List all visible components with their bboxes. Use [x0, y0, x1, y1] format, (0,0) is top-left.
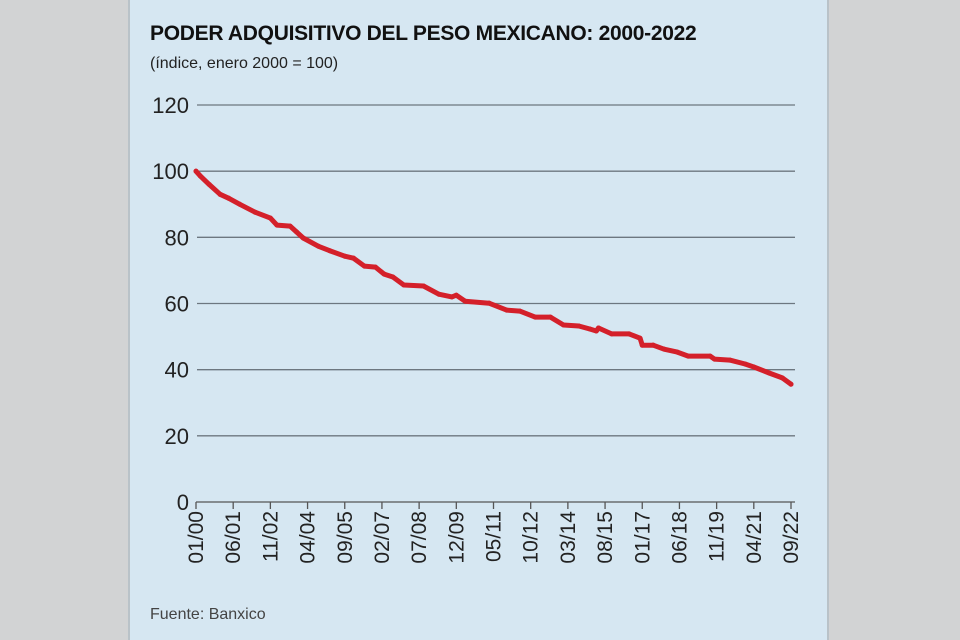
data-point: [685, 353, 691, 359]
data-point: [751, 364, 757, 370]
y-tick-label: 40: [165, 358, 189, 383]
x-tick-label: 08/15: [594, 511, 617, 564]
x-tick-label: 07/08: [408, 511, 431, 564]
data-point: [504, 307, 510, 313]
data-point: [206, 181, 212, 187]
data-point: [274, 222, 280, 228]
data-point: [609, 331, 615, 337]
data-point: [596, 325, 601, 331]
data-point: [267, 215, 273, 221]
data-point: [742, 361, 748, 367]
data-point: [453, 292, 459, 298]
data-point: [779, 375, 785, 381]
data-point: [650, 342, 656, 348]
data-point: [707, 353, 713, 359]
data-point: [711, 356, 717, 362]
data-point: [294, 229, 300, 235]
data-point: [462, 298, 468, 304]
data-point: [449, 294, 455, 300]
x-tick-label: 05/11: [483, 511, 506, 562]
data-point: [197, 173, 203, 179]
x-tick-label: 03/14: [557, 511, 580, 564]
y-tick-label: 60: [165, 292, 189, 317]
data-point: [300, 235, 306, 241]
data-point: [326, 248, 332, 254]
x-tick-label: 10/12: [520, 511, 543, 564]
data-point: [252, 209, 258, 215]
chart-subtitle: (índice, enero 2000 = 100): [150, 55, 339, 72]
data-point: [532, 314, 538, 320]
data-point: [342, 253, 348, 259]
data-point: [217, 191, 223, 197]
data-point: [381, 271, 387, 277]
data-point: [193, 168, 199, 174]
data-point: [351, 255, 356, 261]
x-tick-label: 06/01: [222, 511, 245, 564]
data-point: [421, 283, 426, 289]
data-point: [626, 331, 632, 337]
y-tick-label: 0: [177, 490, 189, 515]
series-line: [193, 168, 794, 387]
x-tick-label: 02/07: [371, 511, 394, 564]
data-point: [237, 201, 243, 207]
data-point: [576, 323, 582, 329]
x-tick-label: 04/21: [743, 511, 766, 564]
data-point: [401, 282, 407, 288]
data-point: [587, 326, 593, 332]
data-point: [788, 381, 794, 387]
chart-title: PODER ADQUISITIVO DEL PESO MEXICANO: 200…: [150, 22, 697, 45]
data-point: [226, 195, 232, 201]
x-tick-label: 01/00: [185, 511, 208, 564]
data-point: [372, 264, 378, 270]
data-point: [637, 335, 643, 341]
data-point: [390, 274, 396, 280]
data-point: [486, 300, 492, 306]
data-point: [361, 263, 367, 269]
x-tick-label: 09/22: [780, 511, 803, 564]
data-point: [517, 308, 523, 314]
y-tick-label: 100: [152, 159, 189, 184]
data-point: [287, 223, 293, 229]
data-point: [436, 291, 442, 297]
data-point: [766, 370, 772, 376]
x-tick-label: 04/04: [297, 511, 320, 564]
chart-source: Fuente: Banxico: [150, 606, 266, 623]
x-tick-label: 12/09: [445, 511, 468, 564]
data-point: [727, 357, 733, 363]
x-tick-label: 01/17: [631, 511, 654, 564]
x-tick-label: 06/18: [668, 511, 691, 564]
data-point: [674, 349, 680, 355]
data-point: [639, 342, 645, 348]
y-tick-label: 20: [165, 424, 189, 449]
data-point: [661, 346, 667, 352]
data-point: [547, 314, 553, 320]
y-tick-label: 120: [152, 93, 189, 118]
x-tick-label: 11/19: [706, 511, 729, 562]
chart-panel: [128, 0, 829, 640]
y-tick-label: 80: [165, 225, 189, 250]
x-tick-label: 11/02: [259, 511, 282, 562]
data-point: [316, 243, 321, 249]
x-tick-label: 09/05: [334, 511, 357, 564]
data-point: [561, 322, 566, 328]
